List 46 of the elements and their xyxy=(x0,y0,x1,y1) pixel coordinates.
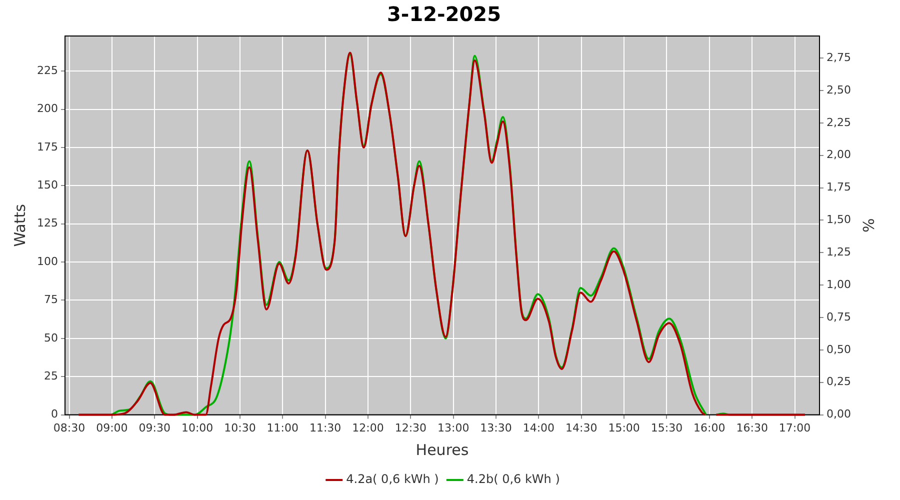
y-tick-label: 175 xyxy=(36,140,58,154)
y2-tick-label: 1,50 xyxy=(826,213,852,226)
y2-axis-title: % xyxy=(859,218,878,233)
y2-tick-label: 2,25 xyxy=(826,116,852,129)
legend-label: 4.2a( 0,6 kWh ) xyxy=(346,472,439,486)
y2-tick-label: 0,75 xyxy=(826,310,852,324)
y2-tick-label: 2,75 xyxy=(826,50,852,64)
y-tick-label: 125 xyxy=(36,216,58,230)
x-tick-label: 11:30 xyxy=(309,421,342,434)
y-tick-label: 50 xyxy=(44,331,58,344)
x-tick-label: 12:30 xyxy=(394,421,427,434)
x-tick-label: 08:30 xyxy=(53,421,86,434)
x-tick-label: 14:30 xyxy=(566,421,598,434)
x-tick-label: 12:00 xyxy=(352,421,384,434)
x-axis-title: Heures xyxy=(416,440,469,459)
x-tick-label: 10:30 xyxy=(224,421,256,434)
y-tick-label: 100 xyxy=(36,254,58,268)
y-tick-label: 200 xyxy=(36,102,58,116)
x-tick-label: 16:00 xyxy=(694,421,726,434)
x-tick-label: 15:30 xyxy=(650,421,683,434)
y-tick-label: 25 xyxy=(44,369,58,382)
x-tick-label: 14:00 xyxy=(522,421,555,434)
y2-tick-label: 1,75 xyxy=(826,180,852,194)
y2-tick-label: 0,50 xyxy=(826,342,852,356)
y-tick-label: 150 xyxy=(36,178,58,192)
y-tick-label: 75 xyxy=(44,293,58,306)
y-tick-label: 0 xyxy=(50,408,58,421)
chart-title: 3-12-2025 xyxy=(386,2,502,26)
y2-tick-label: 1,25 xyxy=(826,246,852,258)
x-tick-label: 17:00 xyxy=(778,421,811,434)
x-tick-label: 09:00 xyxy=(96,421,128,434)
y2-tick-label: 0,25 xyxy=(826,375,852,388)
x-tick-label: 13:30 xyxy=(480,421,512,434)
y2-tick-label: 2,50 xyxy=(826,83,852,96)
y2-tick-label: 1,00 xyxy=(826,278,852,291)
y-tick-label: 225 xyxy=(36,64,58,77)
x-tick-label: 13:00 xyxy=(437,421,470,434)
x-tick-label: 16:30 xyxy=(736,421,768,434)
legend-label: 4.2b( 0,6 kWh ) xyxy=(466,472,560,486)
y2-tick-label: 0,00 xyxy=(826,408,852,421)
x-tick-label: 15:00 xyxy=(608,421,640,434)
y-axis-title: Watts xyxy=(10,204,29,247)
x-tick-label: 09:30 xyxy=(138,421,170,434)
x-tick-label: 10:00 xyxy=(181,421,214,434)
y2-tick-label: 2,00 xyxy=(826,148,852,162)
x-tick-label: 11:00 xyxy=(266,421,298,434)
